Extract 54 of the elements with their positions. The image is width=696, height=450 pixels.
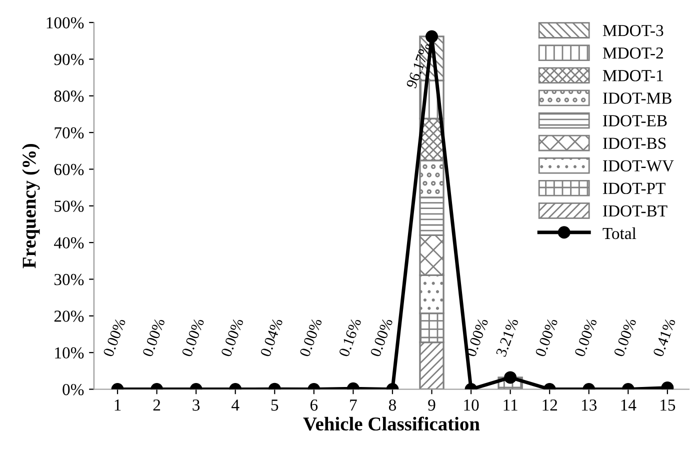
x-tick-label: 10	[464, 399, 479, 411]
y-tick-label: 50%	[54, 200, 84, 212]
x-tick-label: 15	[660, 400, 676, 411]
data-label: 0.00%	[220, 318, 244, 358]
x-tick-label: 3	[192, 400, 200, 411]
point	[426, 30, 438, 43]
data-label: 0.00%	[465, 318, 488, 358]
x-tick-label: 4	[232, 400, 240, 411]
x-tick-label: 11	[504, 400, 518, 411]
legend-label: MDOT-1	[602, 70, 663, 82]
data-label: 0.00%	[181, 318, 204, 358]
data-label: 0.04%	[260, 318, 283, 358]
y-tick-label: 80%	[54, 90, 84, 102]
legend-label: Total	[602, 227, 636, 240]
x-tick-label: 14	[621, 400, 636, 411]
y-tick-label: 90%	[54, 54, 84, 66]
legend-label: IDOT-BT	[603, 205, 668, 217]
data-label: 0.00%	[574, 318, 598, 358]
x-tick-label: 5	[271, 400, 278, 411]
x-axis-title: Vehicle Classification	[303, 416, 480, 431]
data-label: 0.00%	[534, 318, 558, 358]
x-tick-label: 12	[542, 400, 558, 411]
data-label: 0.00%	[299, 318, 322, 358]
legend-label: IDOT-PT	[603, 182, 666, 194]
legend-label: IDOT-WV	[603, 160, 674, 172]
data-label: 0.00%	[370, 318, 393, 358]
y-tick-label: 70%	[54, 127, 84, 139]
x-tick-label: 1	[114, 400, 121, 411]
x-tick-label: 8	[388, 399, 396, 411]
data-label: 0.00%	[102, 318, 126, 358]
data-label: 3.21%	[496, 318, 519, 358]
y-tick-label: 20%	[54, 310, 84, 322]
y-tick-label: 60%	[54, 164, 84, 176]
data-label: 0.00%	[614, 318, 636, 358]
x-tick-label: 7	[350, 400, 357, 411]
data-label: 0.00%	[142, 318, 166, 358]
y-axis-title: Frequency (%)	[22, 144, 40, 268]
y-tick-label: 40%	[54, 237, 84, 249]
x-tick-label: 13	[582, 400, 597, 411]
x-tick-label: 2	[153, 400, 160, 411]
data-label: 96.17%	[406, 42, 432, 89]
legend-label: MDOT-3	[602, 24, 664, 36]
legend-label: IDOT-MB	[603, 92, 672, 104]
y-tick-label: 30%	[54, 274, 84, 286]
y-tick-label: 100%	[46, 17, 84, 28]
legend-label: IDOT-EB	[603, 115, 667, 126]
x-tick-label: 9	[428, 400, 436, 411]
x-tick-label: 6	[310, 400, 318, 411]
y-tick-label: 0%	[62, 384, 84, 396]
data-label: 0.16%	[338, 318, 362, 358]
legend-label: IDOT-BS	[603, 138, 666, 149]
y-tick-label: 10%	[55, 347, 84, 359]
legend-label: MDOT-2	[602, 48, 663, 59]
data-label: 0.41%	[652, 318, 676, 358]
